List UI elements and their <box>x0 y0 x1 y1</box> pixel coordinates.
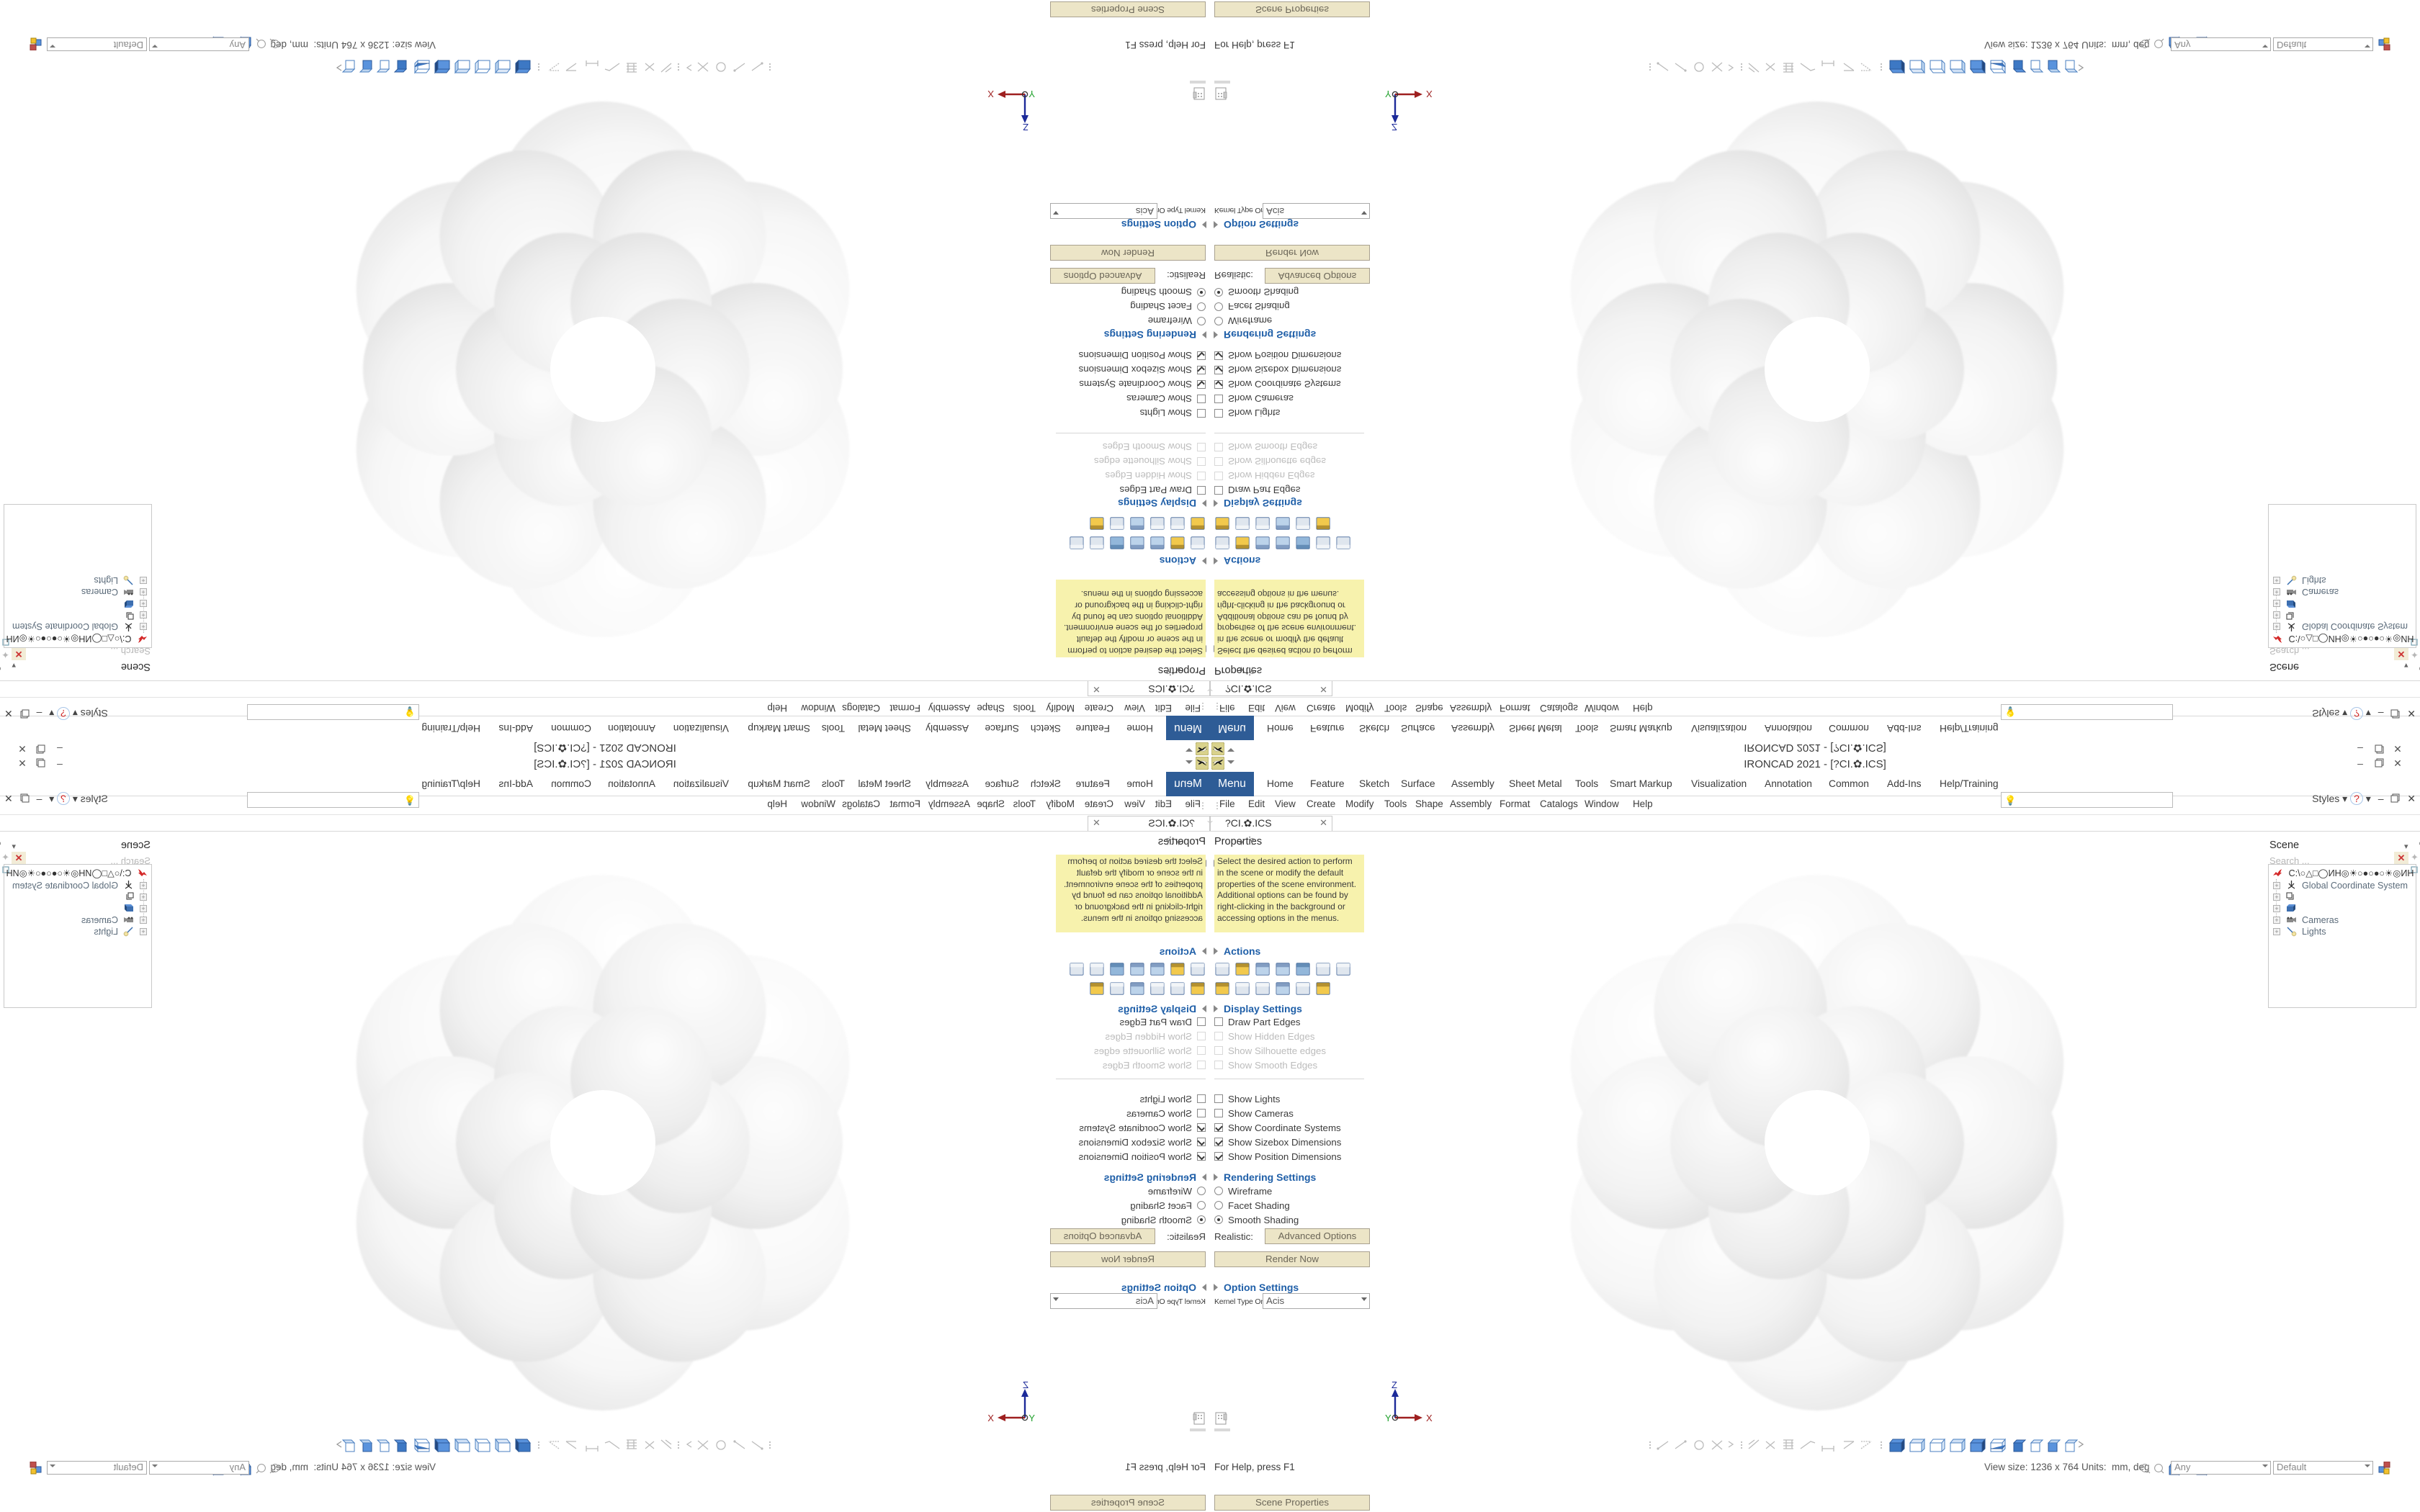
svg-text:Z: Z <box>1023 1380 1028 1390</box>
svg-text:X: X <box>1426 1413 1433 1423</box>
svg-text:Y: Y <box>1385 89 1392 99</box>
svg-text:Z: Z <box>1392 122 1397 132</box>
svg-text:X: X <box>987 1413 994 1423</box>
svg-text:Y: Y <box>1028 1413 1035 1423</box>
svg-text:X: X <box>1426 89 1433 99</box>
svg-text:Z: Z <box>1392 1380 1397 1390</box>
svg-text:Z: Z <box>1023 122 1028 132</box>
svg-text:Y: Y <box>1385 1413 1392 1423</box>
svg-text:Y: Y <box>1028 89 1035 99</box>
svg-text:X: X <box>987 89 994 99</box>
